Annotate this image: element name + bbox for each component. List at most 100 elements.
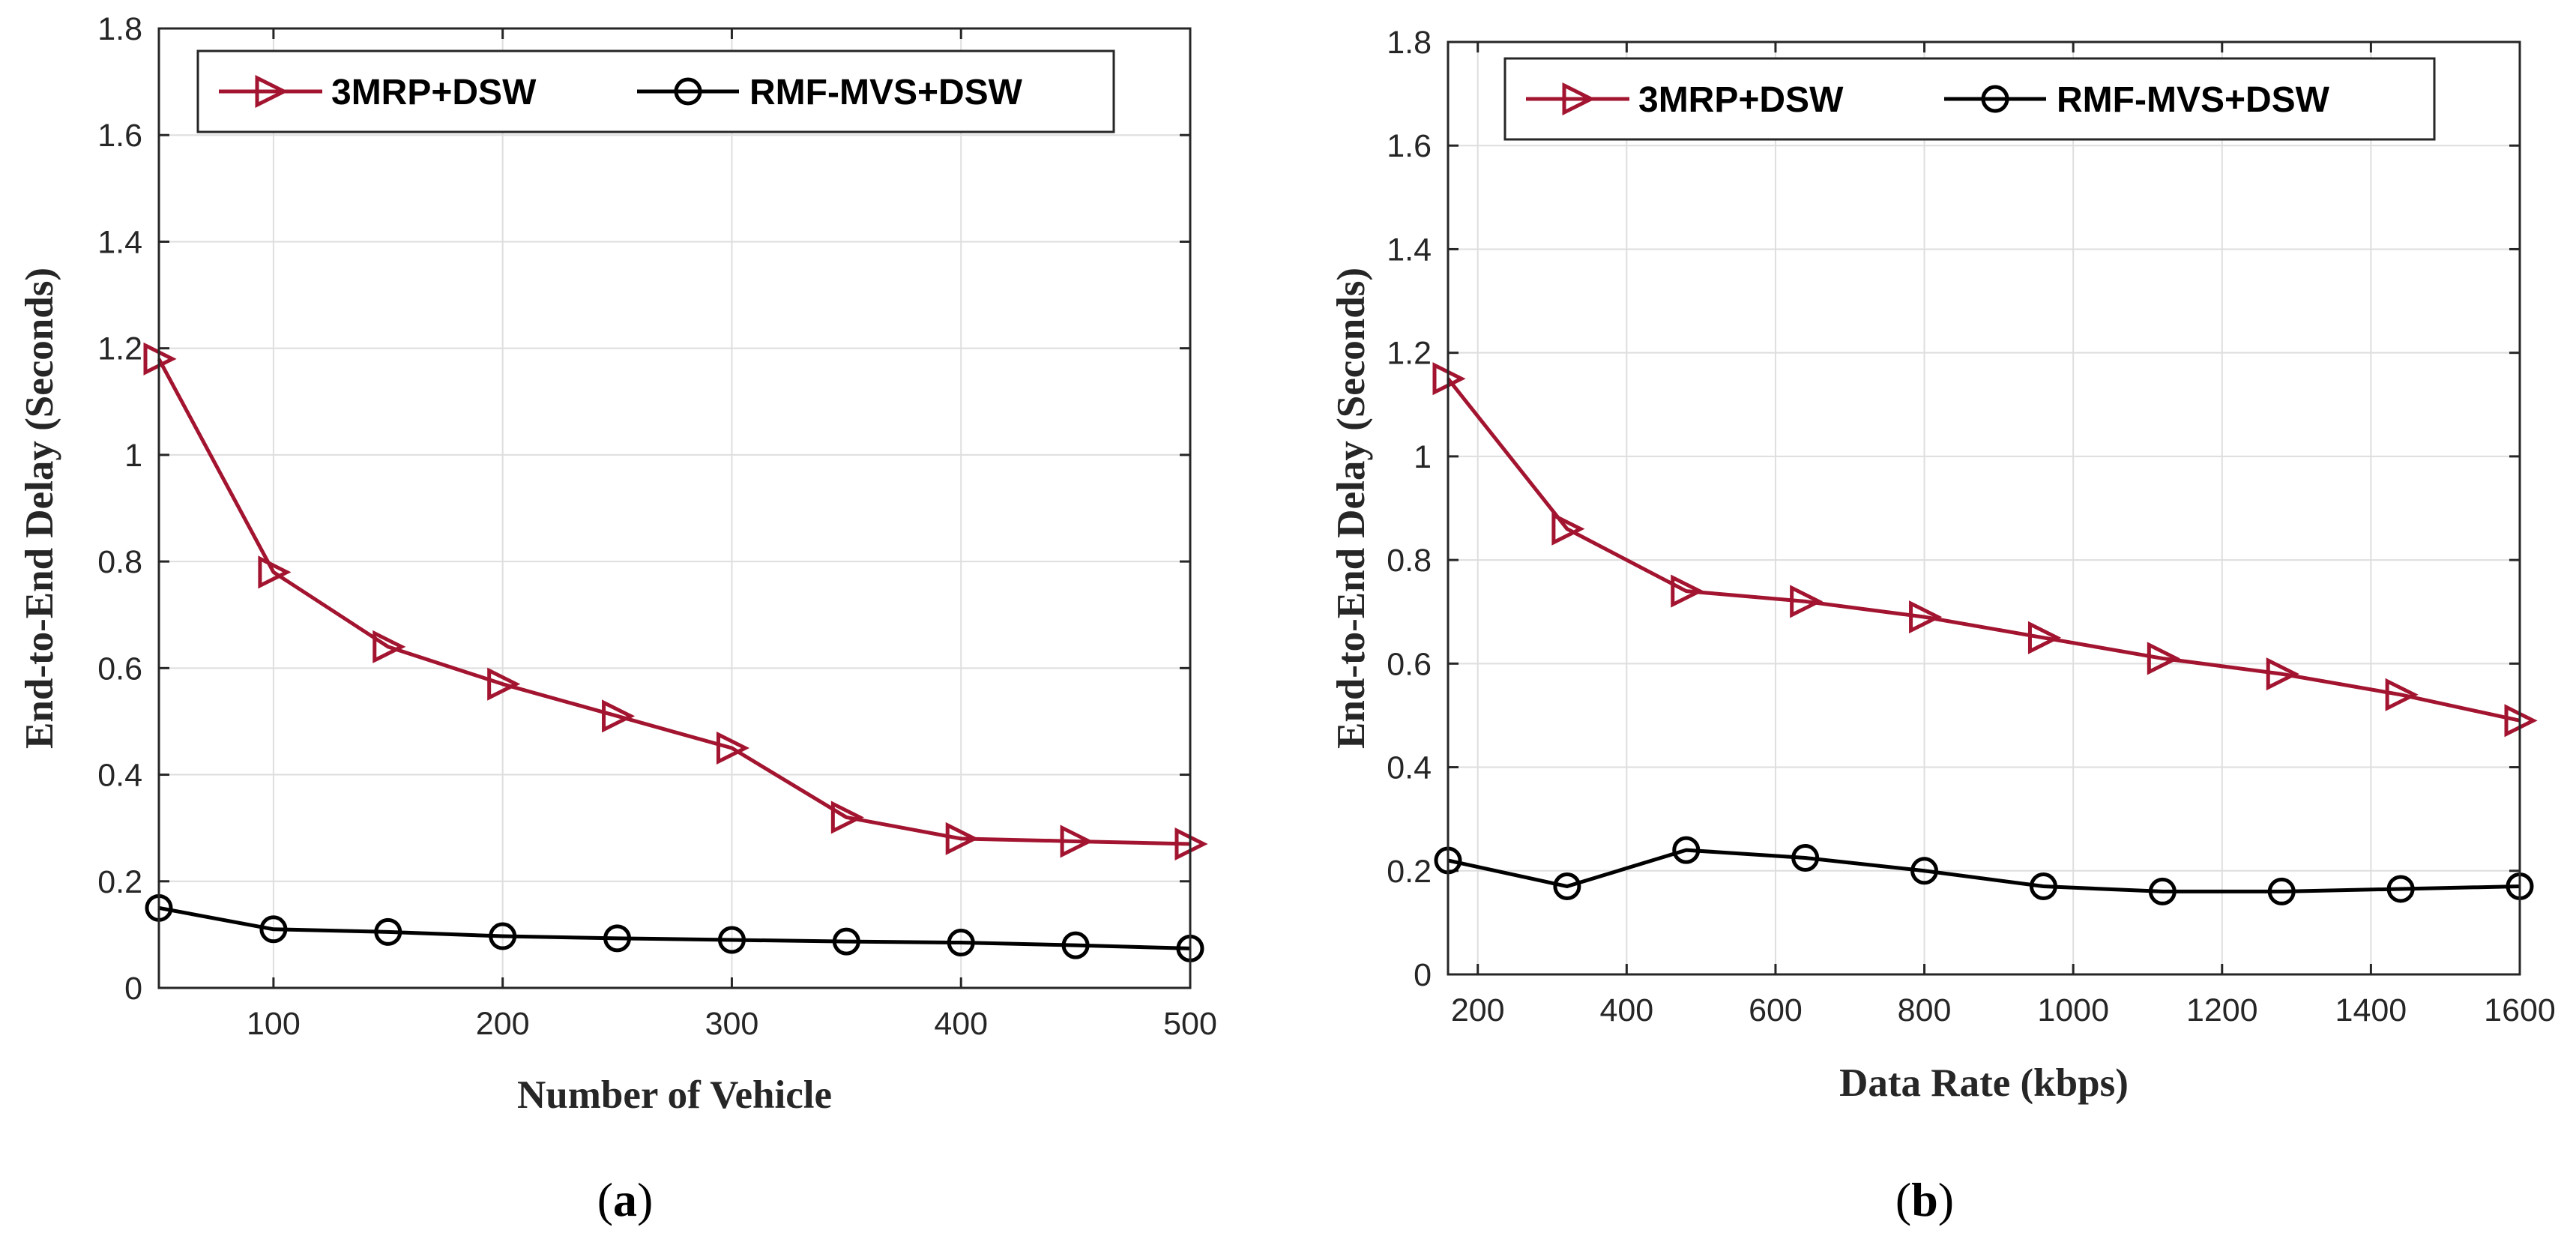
x-tick-label: 1600 [2484,992,2556,1028]
data-point-3mrp [1671,574,1704,608]
caption-close-b: ) [1938,1173,1954,1226]
y-axis-label-a: End-to-End Delay (Seconds) [18,268,61,749]
data-point-rmf [1910,857,1939,885]
x-tick-label: 800 [1898,992,1952,1028]
data-point-rmf [374,917,402,946]
y-tick-labels-b: 0 0.2 0.4 0.6 0.8 1 1.2 1.4 1.6 1.8 [1387,25,1432,993]
legend-label-rmf-a: RMF-MVS+DSW [749,73,1023,112]
legend-marker-shape [1562,82,1596,116]
data-point-3mrp [830,801,864,834]
series-line-3mrp [157,358,1191,846]
y-tick-label: 0 [124,971,142,1007]
y-tick-label: 1.8 [97,11,142,47]
data-point-3mrp [1060,825,1094,858]
x-tick-label: 200 [1451,992,1505,1028]
data-point-rmf [489,922,517,950]
caption-open-a: ( [597,1173,613,1226]
legend-label-3mrp-b: 3MRP+DSW [1638,80,1844,120]
data-point-3mrp [258,555,292,589]
data-point-3mrp [487,667,521,701]
data-point-rmf [259,915,288,944]
x-tick-label: 100 [247,1006,301,1042]
data-point-rmf [2386,875,2415,903]
legend-marker-3mrp-a [255,74,289,109]
x-axis-label-b: Data Rate (kbps) [1839,1061,2129,1105]
y-tick-label: 0.8 [97,544,142,580]
y-tick-label: 0 [1414,957,1432,993]
caption-a: (a) [597,1173,654,1226]
y-tick-label: 0.8 [1387,543,1432,579]
y-tick-label: 1.2 [1387,336,1432,372]
data-point-3mrp [2027,621,2062,654]
x-tick-label: 1400 [2335,992,2407,1028]
legend-marker-shape [255,74,289,109]
data-point-3mrp [1909,600,1943,634]
x-tick-labels-a: 100 200 300 400 500 [247,1006,1217,1042]
data-point-rmf [717,926,746,954]
data-point-rmf [603,924,632,953]
x-tick-label: 400 [1599,992,1653,1028]
data-point-3mrp [2266,657,2299,691]
data-point-rmf [832,927,860,956]
chart-panel-a: 100 200 300 400 500 0 0.2 0.4 0.6 0.8 1 1.2 1.4 1.6 1… [18,11,1217,1226]
legend-marker-rmf-b [1981,85,2009,113]
x-tick-label: 1200 [2186,992,2258,1028]
legend-marker-shape [1981,85,2009,113]
y-tick-label: 1.6 [1387,128,1432,164]
data-point-3mrp [945,822,979,855]
y-tick-label: 1.8 [1387,25,1432,61]
y-tick-label: 0.4 [1387,750,1432,786]
y-tick-label: 0.2 [97,864,142,900]
y-tick-label: 1.4 [97,224,142,260]
x-tick-label: 1000 [2037,992,2109,1028]
x-tick-label: 200 [476,1006,530,1042]
data-point-rmf [1791,844,1820,872]
chart-panel-b: 200 400 600 800 1000 1200 1400 1600 00.20.40.60… [1330,25,2556,1226]
legend-a: 3MRP+DSW RMF-MVS+DSW [196,49,1115,133]
x-tick-label: 500 [1163,1006,1217,1042]
legend-b: 3MRP+DSW RMF-MVS+DSW [1503,57,2436,141]
data-point-rmf [1672,836,1701,864]
y-axis-label-b: End-to-End Delay (Seconds) [1330,268,1373,749]
data-point-3mrp [716,731,750,765]
y-tick-label: 0.6 [97,651,142,687]
y-tick-label: 0.2 [1387,854,1432,890]
legend-label-3mrp-a: 3MRP+DSW [331,73,537,112]
data-point-rmf [947,929,975,957]
data-point-3mrp [1790,585,1824,618]
legend-label-rmf-b: RMF-MVS+DSW [2057,80,2330,120]
x-tick-labels-b: 200 400 600 800 1000 1200 1400 1600 [1451,992,2556,1028]
data-point-rmf [2148,877,2177,905]
y-tick-label: 0.6 [1387,646,1432,682]
y-tick-label: 0.4 [97,758,142,794]
data-point-3mrp [2147,642,2180,675]
legend-marker-rmf-a [674,77,702,106]
series-lines-a [143,342,1208,962]
caption-open-b: ( [1895,1173,1911,1226]
series-line-rmf [158,905,1191,950]
data-point-3mrp [1551,512,1585,546]
data-point-rmf [2029,872,2057,901]
y-tick-label: 1 [1414,439,1432,475]
y-tick-labels-a: 0 0.2 0.4 0.6 0.8 1 1.2 1.4 1.6 1.8 [97,11,142,1007]
data-point-3mrp [2385,678,2419,711]
x-tick-label: 600 [1749,992,1803,1028]
legend-marker-shape [674,77,702,106]
data-point-rmf [1061,931,1090,959]
legend-marker-3mrp-b [1562,82,1596,116]
data-point-rmf [1553,872,1581,901]
caption-b: (b) [1895,1173,1954,1226]
x-axis-label-a: Number of Vehicle [517,1073,832,1117]
x-tick-label: 400 [934,1006,988,1042]
caption-letter-a: a [613,1173,637,1226]
data-point-3mrp [372,630,406,663]
caption-letter-b: b [1911,1173,1938,1226]
y-tick-label: 1.4 [1387,232,1432,268]
plot-frame-b [1447,40,2521,976]
plot-frame-a [157,27,1192,989]
caption-close-a: ) [637,1173,653,1226]
y-tick-label: 1 [124,438,142,474]
series-line-3mrp [1447,377,2521,723]
data-point-rmf [2267,877,2296,905]
